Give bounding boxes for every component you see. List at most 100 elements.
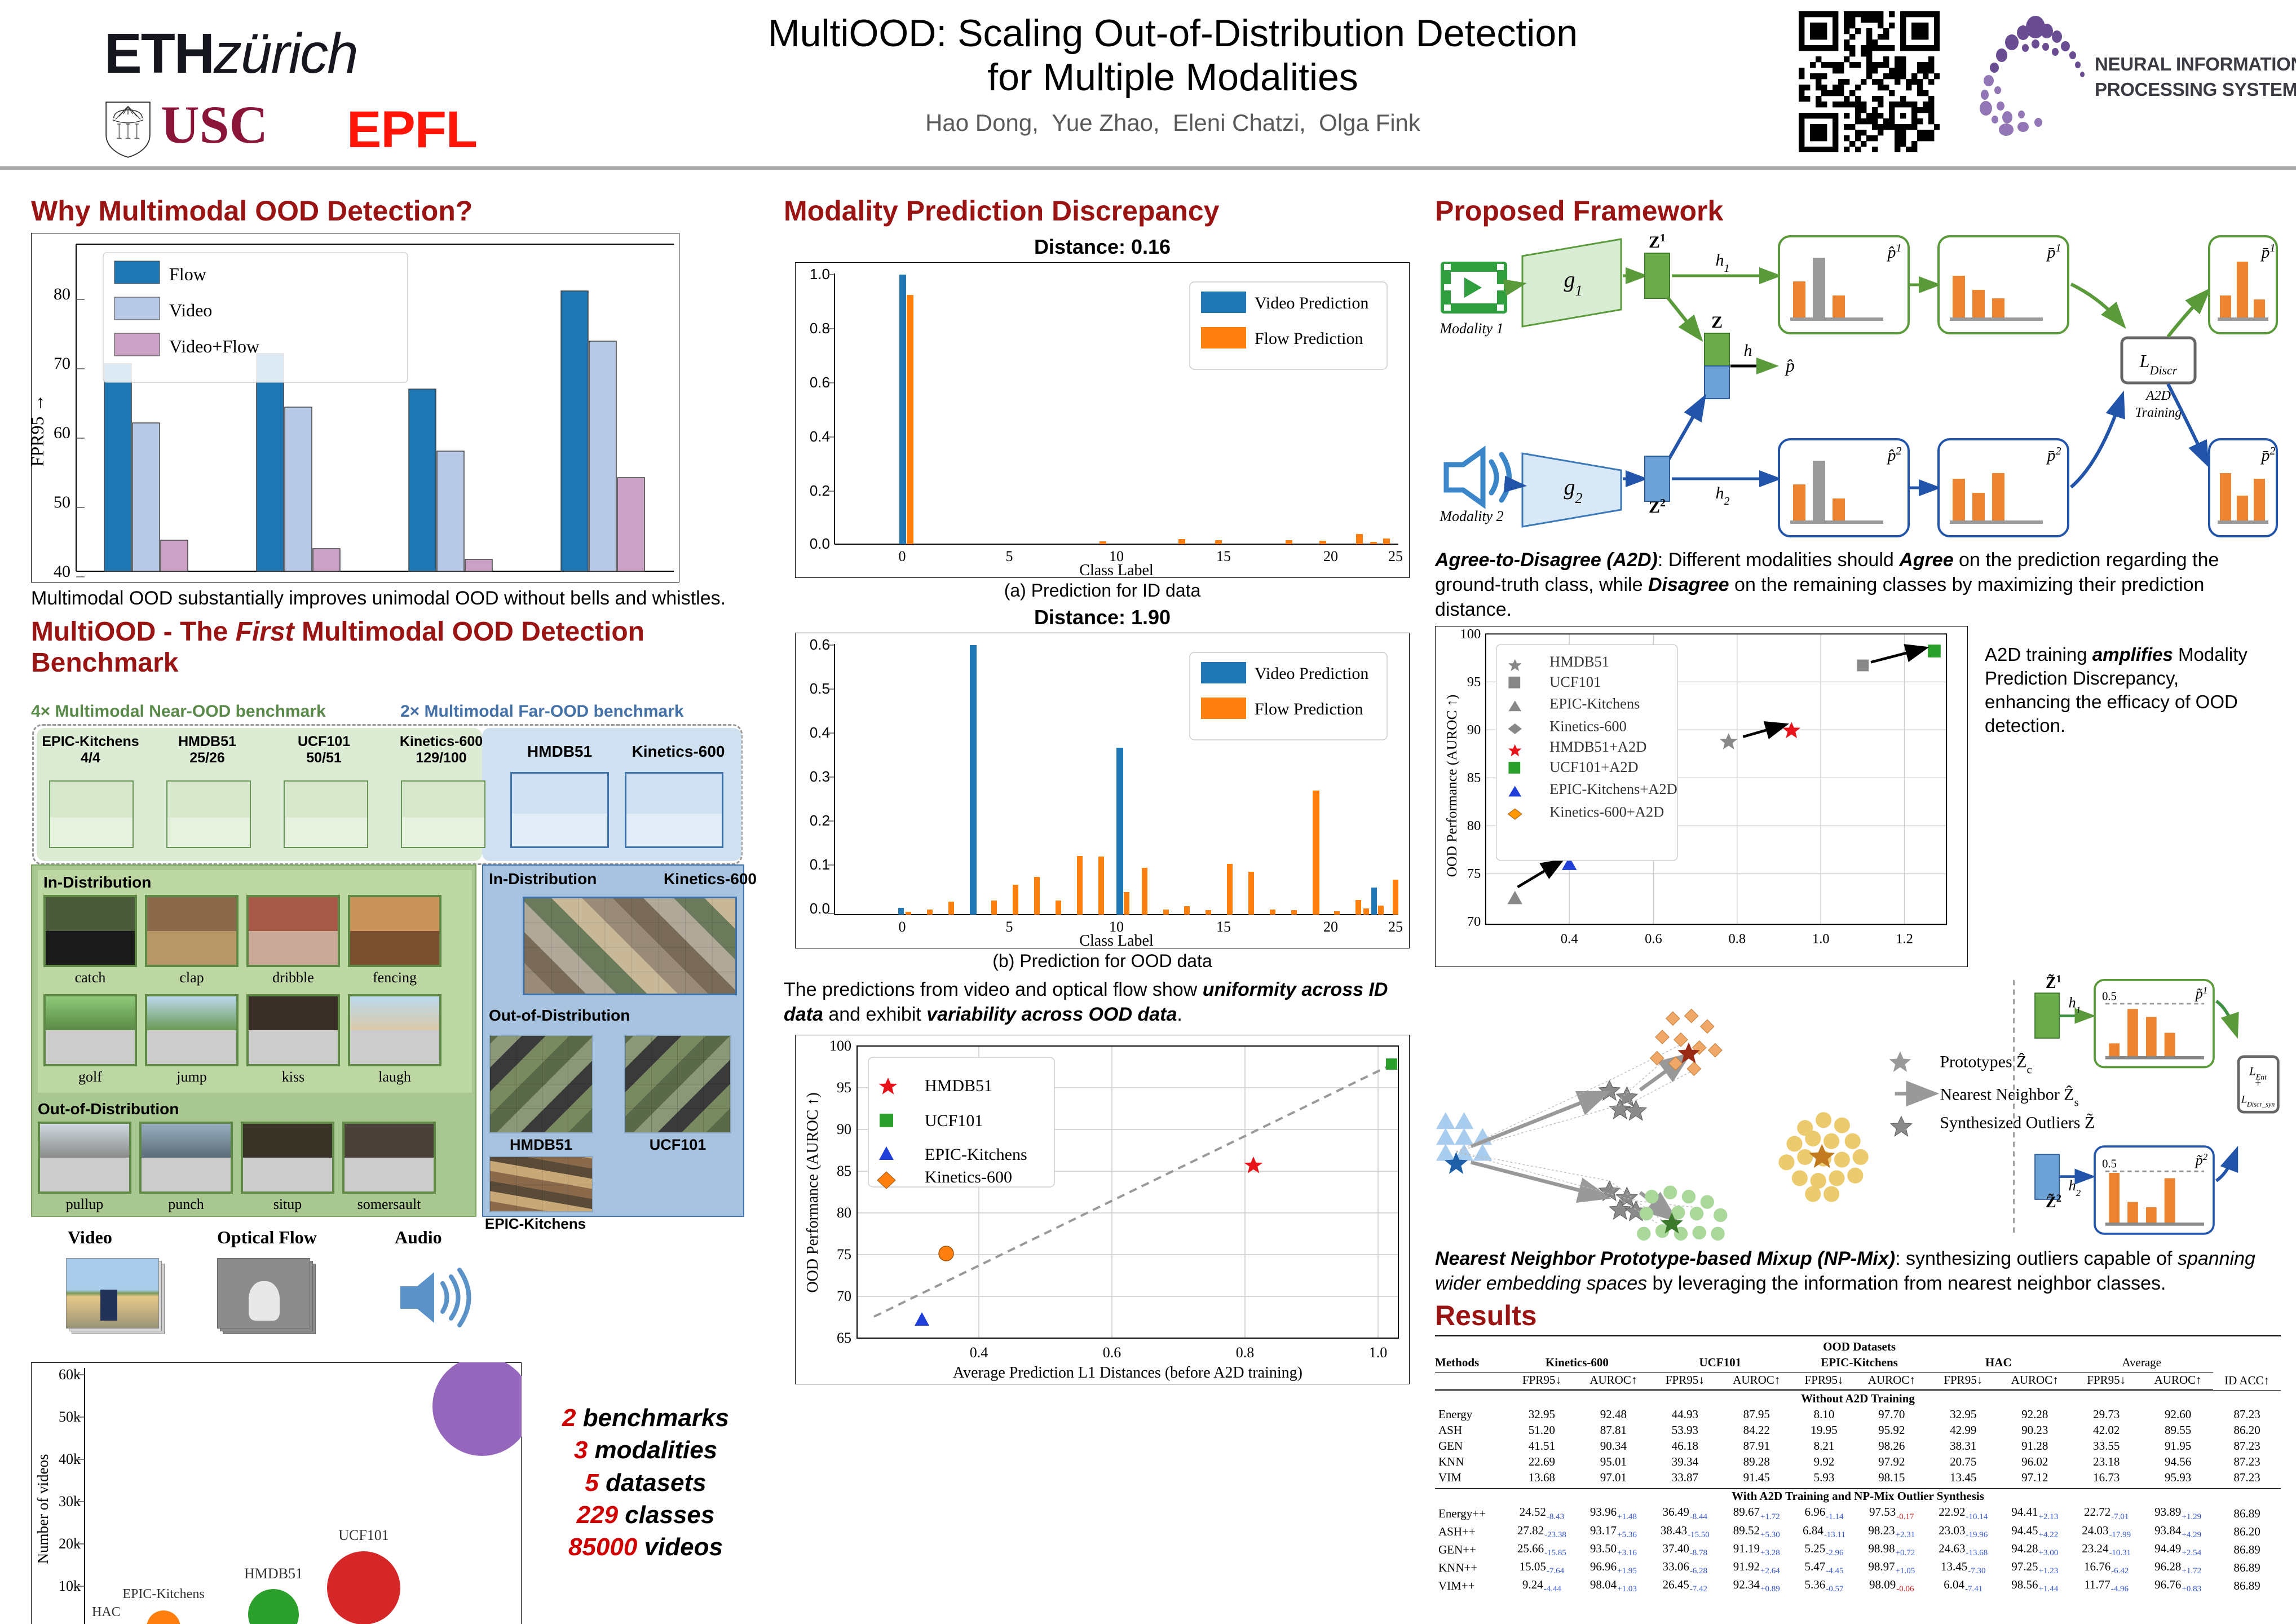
svg-text:Training: Training — [2135, 405, 2182, 420]
svg-text:Flow: Flow — [169, 264, 206, 284]
svg-text:0.4: 0.4 — [970, 1344, 988, 1361]
svg-text:75: 75 — [1467, 866, 1481, 881]
svg-text:EPIC-Kitchens: EPIC-Kitchens — [925, 1145, 1027, 1164]
svg-text:80: 80 — [837, 1204, 851, 1221]
svg-text:HAC: HAC — [92, 1605, 121, 1619]
svg-text:0.4: 0.4 — [810, 428, 830, 445]
svg-text:Synthesized Outliers Z̃: Synthesized Outliers Z̃ — [1940, 1113, 2095, 1132]
svg-text:1.0: 1.0 — [1812, 931, 1830, 946]
svg-text:Video Prediction: Video Prediction — [1255, 664, 1368, 683]
svg-text:25: 25 — [1388, 548, 1403, 564]
svg-text:Class Label: Class Label — [1079, 562, 1154, 578]
svg-text:0: 0 — [899, 919, 906, 935]
svg-text:h1: h1 — [2069, 994, 2081, 1015]
svg-text:Modality 1: Modality 1 — [1439, 320, 1503, 337]
svg-text:0.2: 0.2 — [810, 482, 830, 499]
svg-text:Z: Z — [1711, 313, 1723, 332]
svg-text:50: 50 — [54, 493, 70, 511]
svg-text:OOD Performance (AUROC ↑): OOD Performance (AUROC ↑) — [1443, 694, 1460, 877]
svg-text:20: 20 — [1323, 919, 1338, 935]
svg-text:0.8: 0.8 — [1728, 931, 1746, 946]
svg-text:100: 100 — [1460, 626, 1481, 641]
svg-text:Z̃2: Z̃2 — [2046, 1192, 2061, 1211]
svg-text:ReAct: ReAct — [429, 579, 473, 582]
svg-text:0.8: 0.8 — [1236, 1344, 1255, 1361]
svg-text:1.2: 1.2 — [1896, 931, 1913, 946]
svg-text:0.0: 0.0 — [810, 900, 830, 917]
svg-text:85: 85 — [1467, 770, 1481, 785]
svg-text:70: 70 — [837, 1288, 851, 1304]
svg-text:70: 70 — [1467, 914, 1481, 929]
svg-text:Z2: Z2 — [1649, 497, 1666, 517]
svg-text:Nearest Neighbor Ẑs: Nearest Neighbor Ẑs — [1940, 1085, 2078, 1109]
svg-text:65: 65 — [837, 1330, 851, 1346]
svg-text:100: 100 — [829, 1038, 851, 1054]
svg-text:90: 90 — [1467, 722, 1481, 737]
svg-text:+: + — [2255, 1077, 2262, 1089]
svg-text:0.6: 0.6 — [1645, 931, 1662, 946]
svg-text:90: 90 — [837, 1121, 851, 1137]
svg-text:95: 95 — [837, 1079, 851, 1096]
svg-text:5: 5 — [1006, 548, 1013, 564]
svg-text:EPIC-Kitchens: EPIC-Kitchens — [122, 1587, 204, 1601]
svg-text:0.6: 0.6 — [1103, 1344, 1121, 1361]
svg-text:h: h — [1744, 341, 1752, 360]
svg-text:0.8: 0.8 — [810, 320, 830, 337]
svg-text:0.6: 0.6 — [810, 636, 830, 653]
svg-text:h1: h1 — [1716, 251, 1730, 275]
svg-text:Video+Flow: Video+Flow — [169, 336, 259, 356]
svg-text:Flow Prediction: Flow Prediction — [1255, 700, 1363, 718]
svg-text:40: 40 — [54, 562, 70, 581]
svg-text:Video Prediction: Video Prediction — [1255, 294, 1368, 312]
svg-text:80: 80 — [1467, 818, 1481, 833]
svg-text:75: 75 — [837, 1246, 851, 1263]
svg-text:5: 5 — [1006, 919, 1013, 935]
svg-text:HMDB51+A2D: HMDB51+A2D — [1549, 738, 1646, 755]
svg-text:EPIC-Kitchens+A2D: EPIC-Kitchens+A2D — [1549, 780, 1677, 797]
svg-text:Prototypes Ẑc: Prototypes Ẑc — [1940, 1052, 2032, 1076]
svg-text:HMDB51: HMDB51 — [244, 1565, 303, 1582]
svg-text:Modality 2: Modality 2 — [1439, 508, 1503, 524]
svg-text:Class Label: Class Label — [1079, 932, 1154, 948]
svg-text:p̂: p̂ — [1785, 355, 1795, 376]
svg-text:UCF101+A2D: UCF101+A2D — [1549, 758, 1639, 775]
svg-text:Average Prediction L1 Distance: Average Prediction L1 Distances (before … — [953, 1364, 1302, 1382]
svg-text:0.5: 0.5 — [810, 680, 830, 697]
svg-text:15: 15 — [1216, 548, 1231, 564]
svg-text:95: 95 — [1467, 674, 1481, 689]
svg-text:1.0: 1.0 — [810, 266, 830, 283]
svg-text:0.0: 0.0 — [810, 535, 830, 552]
svg-text:70: 70 — [54, 354, 70, 373]
svg-text:A2D: A2D — [2145, 389, 2171, 403]
svg-text:UCF101: UCF101 — [338, 1527, 389, 1543]
svg-text:HMDB51: HMDB51 — [1549, 652, 1609, 669]
svg-text:EPIC-Kitchens: EPIC-Kitchens — [1549, 695, 1640, 712]
svg-text:20: 20 — [1323, 548, 1338, 564]
svg-text:h2: h2 — [1716, 484, 1730, 508]
svg-text:Kinetics-600: Kinetics-600 — [925, 1168, 1012, 1186]
svg-text:0.2: 0.2 — [810, 812, 830, 829]
svg-text:0.5: 0.5 — [2102, 1158, 2117, 1170]
svg-text:0.3: 0.3 — [810, 768, 830, 785]
svg-text:15: 15 — [1216, 919, 1231, 935]
svg-text:Kinetics-600+A2D: Kinetics-600+A2D — [1549, 803, 1664, 820]
svg-text:ASH: ASH — [586, 579, 620, 582]
svg-text:Energy: Energy — [274, 579, 323, 582]
svg-text:0.6: 0.6 — [810, 374, 830, 391]
svg-text:25: 25 — [1388, 919, 1403, 935]
svg-text:1.0: 1.0 — [1369, 1344, 1388, 1361]
svg-text:MSP: MSP — [129, 579, 163, 582]
svg-text:85: 85 — [837, 1163, 851, 1179]
svg-text:0: 0 — [899, 548, 906, 564]
svg-text:OOD Performance (AUROC ↑): OOD Performance (AUROC ↑) — [804, 1093, 822, 1293]
svg-text:HMDB51: HMDB51 — [925, 1076, 992, 1095]
svg-text:UCF101: UCF101 — [925, 1111, 983, 1130]
svg-text:Flow Prediction: Flow Prediction — [1255, 329, 1363, 348]
svg-text:Z1: Z1 — [1649, 232, 1666, 251]
svg-text:Number of videos: Number of videos — [34, 1454, 51, 1564]
svg-text:60: 60 — [54, 423, 70, 442]
svg-text:0.1: 0.1 — [810, 856, 830, 873]
svg-text:Kinetics-600: Kinetics-600 — [1549, 717, 1627, 734]
svg-text:0.4: 0.4 — [810, 724, 830, 741]
svg-text:h2: h2 — [2069, 1177, 2081, 1198]
